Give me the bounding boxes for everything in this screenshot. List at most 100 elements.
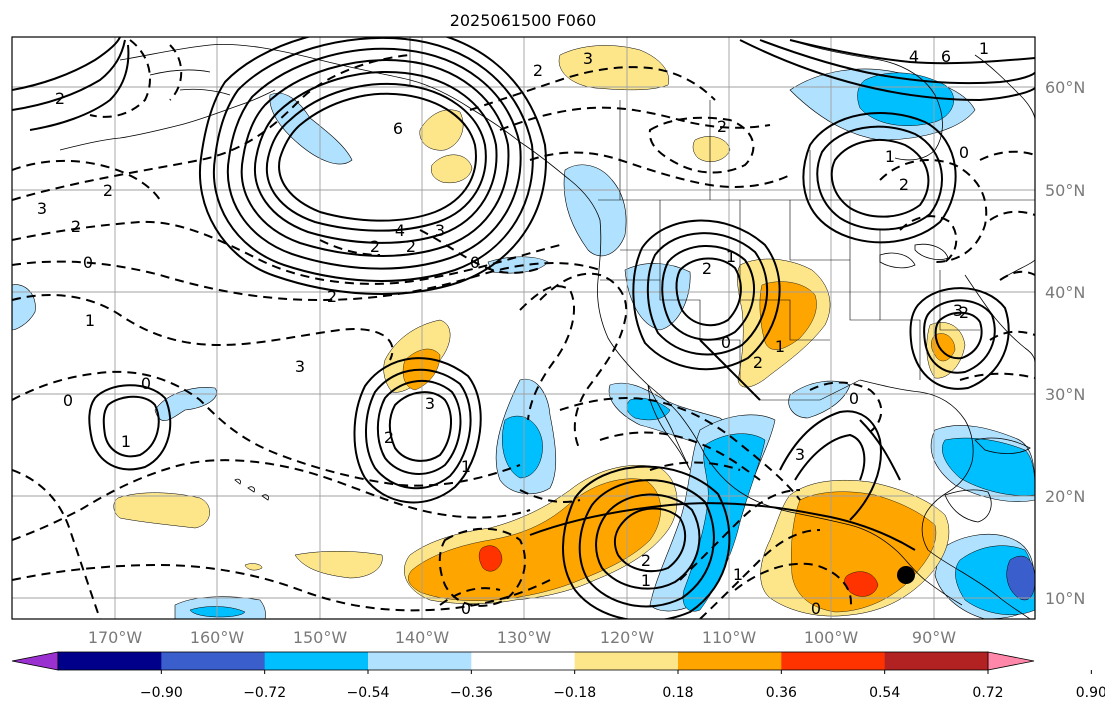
contour-labels: 3 2 6 4 3 2 2 0 2 3 0 1 2 3 1 2 1 2 2 3 — [37, 39, 989, 618]
shade-light-blue — [563, 164, 627, 257]
lon-label: 100°W — [804, 628, 859, 647]
contour-label: 1 — [775, 337, 785, 356]
longitude-labels: 170°W 160°W 150°W 140°W 130°W 120°W 110°… — [88, 628, 956, 647]
contour-label: 0 — [83, 253, 93, 272]
colorbar-segment — [678, 652, 782, 670]
contour-label: 2 — [641, 551, 651, 570]
contour-label: 3 — [425, 394, 435, 413]
contour-label: 6 — [393, 119, 403, 138]
colorbar-frame — [57, 651, 989, 671]
contour-label: 2 — [406, 237, 416, 256]
contour-label: 1 — [726, 247, 736, 266]
contour-label: 2 — [55, 89, 65, 108]
contour-label: 2 — [327, 287, 337, 306]
shade-light-yellow — [419, 109, 464, 151]
contour-label: 3 — [953, 301, 963, 320]
contour-label: 1 — [85, 311, 95, 330]
shade-light-yellow — [431, 154, 473, 184]
shaded-fields — [12, 45, 1035, 619]
contour-label: 2 — [717, 117, 727, 136]
lat-label: 10°N — [1045, 589, 1085, 608]
shade-light-blue — [788, 380, 851, 419]
dashed-contours — [12, 39, 1035, 619]
contour-label: 1 — [121, 432, 131, 451]
contour-label: 2 — [959, 303, 969, 322]
colorbar-tick-label: −0.72 — [243, 685, 286, 701]
colorbar: −0.90 −0.72 −0.54 −0.36 −0.18 0.18 0.36 0.54 0.7… — [11, 651, 1105, 701]
colorbar-extend-low — [11, 651, 59, 671]
contour-label: 3 — [295, 357, 305, 376]
colorbar-segment — [781, 652, 886, 670]
shade-orange — [791, 491, 937, 613]
colorbar-extend-high — [987, 651, 1035, 671]
contour-label: 3 — [37, 199, 47, 218]
colorbar-tick-label: −0.18 — [553, 685, 596, 701]
contour-label: 1 — [641, 571, 651, 590]
colorbar-segment — [471, 652, 576, 670]
solid-contours — [12, 37, 1035, 619]
contour-label: 1 — [885, 147, 895, 166]
contour-label: 3 — [435, 221, 445, 240]
shade-blue — [1006, 555, 1035, 601]
contour-label: 4 — [909, 47, 919, 66]
colorbar-tick-label: 0.18 — [662, 685, 693, 701]
contour-label: 3 — [795, 445, 805, 464]
colorbar-segment — [884, 652, 989, 670]
contour-label: 4 — [395, 221, 405, 240]
lon-label: 150°W — [293, 628, 348, 647]
contour-label: 0 — [63, 391, 73, 410]
contour-label: 2 — [533, 61, 543, 80]
shade-light-yellow — [113, 492, 210, 529]
map-frame — [11, 36, 1036, 620]
colorbar-tick-label: 0.90 — [1076, 685, 1105, 701]
contour-label: 2 — [384, 428, 394, 447]
shade-orange — [408, 478, 661, 601]
lon-label: 130°W — [497, 628, 552, 647]
contour-label: 3 — [583, 49, 593, 68]
contour-label: 0 — [470, 253, 480, 272]
latitude-labels: 60°N 50°N 40°N 30°N 20°N 10°N — [1045, 78, 1085, 608]
lat-label: 30°N — [1045, 385, 1085, 404]
colorbar-tick-label: −0.54 — [347, 685, 390, 701]
contour-label: 2 — [103, 181, 113, 200]
figure-title: 2025061500 F060 — [450, 11, 597, 30]
colorbar-segment — [264, 652, 369, 670]
colorbar-segment — [574, 652, 679, 670]
contour-label: 2 — [71, 217, 81, 236]
shade-cyan — [189, 606, 246, 618]
colorbar-tick-label: 0.72 — [972, 685, 1003, 701]
lon-label: 90°W — [912, 628, 956, 647]
colorbar-segment — [58, 652, 162, 670]
contour-label: 2 — [899, 175, 909, 194]
shade-light-yellow — [294, 551, 383, 579]
lon-label: 160°W — [190, 628, 245, 647]
contour-label: 0 — [811, 599, 821, 618]
location-marker-dot — [897, 566, 915, 584]
shade-cyan — [682, 433, 766, 612]
shade-orange — [759, 281, 817, 350]
colorbar-tick-label: −0.90 — [140, 685, 183, 701]
lat-label: 60°N — [1045, 78, 1085, 97]
contour-label: 1 — [733, 565, 743, 584]
contour-label: 0 — [461, 599, 471, 618]
contour-label: 0 — [721, 333, 731, 352]
colorbar-segment — [368, 652, 472, 670]
colorbar-segments — [58, 652, 989, 670]
colorbar-tick-label: 0.54 — [869, 685, 900, 701]
shade-light-yellow — [692, 136, 731, 162]
contour-label: 0 — [141, 374, 151, 393]
colorbar-segment — [161, 652, 266, 670]
contour-label: 1 — [461, 457, 471, 476]
lon-label: 110°W — [702, 628, 757, 647]
lat-label: 20°N — [1045, 487, 1085, 506]
colorbar-tick-label: −0.36 — [450, 685, 493, 701]
shade-red — [478, 545, 503, 572]
colorbar-tick-label: 0.36 — [766, 685, 797, 701]
contour-label: 0 — [959, 143, 969, 162]
contour-label: 0 — [849, 389, 859, 408]
contour-label: 1 — [979, 39, 989, 58]
lon-label: 170°W — [88, 628, 143, 647]
contour-label: 6 — [941, 47, 951, 66]
